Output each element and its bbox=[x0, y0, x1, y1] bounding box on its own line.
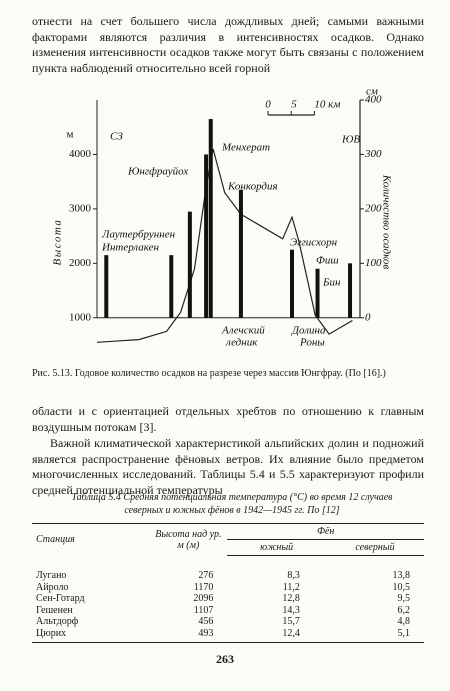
annotation: ледник bbox=[225, 337, 258, 349]
scale-label: 5 bbox=[291, 99, 297, 111]
header-row: южный северный bbox=[32, 539, 424, 556]
table-row: Альтдорф 456 15,7 4,8 bbox=[32, 616, 424, 628]
header-cell: северный bbox=[325, 539, 424, 556]
table-cell: 5,1 bbox=[325, 627, 424, 643]
annotation: СЗ bbox=[110, 131, 123, 143]
paragraph: отнести на счет большего числа дождливых… bbox=[32, 14, 424, 75]
y-tick-label: 2000 bbox=[69, 257, 92, 269]
annotation: ЮВ bbox=[341, 134, 360, 146]
table-body: Лугано 276 8,3 13,8 Айроло 1170 11,2 10,5 Сен-Го… bbox=[32, 556, 424, 643]
annotation: Роны bbox=[299, 337, 325, 349]
table-row: Гешенен 1107 14,3 6,2 bbox=[32, 605, 424, 617]
y-tick-label: 3000 bbox=[69, 202, 92, 214]
paragraph: Важной климатической характеристикой аль… bbox=[32, 436, 424, 497]
table-cell: 8,3 bbox=[287, 570, 300, 581]
y-tick-label: 4000 bbox=[69, 148, 92, 160]
data-table: Станция Высота над ур. м (м) Фён южный с… bbox=[32, 523, 424, 643]
table-cell: 10,5 bbox=[392, 581, 411, 593]
precipitation-bar bbox=[104, 255, 109, 318]
table-cell: Цюрих bbox=[32, 627, 150, 643]
precipitation-bar bbox=[348, 263, 353, 318]
y-tick-label: 1000 bbox=[69, 311, 92, 323]
y2-tick-label: 0 bbox=[365, 311, 371, 323]
table-cell: 6,2 bbox=[397, 604, 411, 616]
table-cell: 456 bbox=[198, 616, 214, 627]
elevation-profile bbox=[96, 148, 353, 343]
header-cell: Станция bbox=[32, 523, 150, 556]
precipitation-bar bbox=[204, 154, 209, 318]
scale-label: 0 bbox=[265, 99, 271, 111]
annotation: Фиш bbox=[316, 255, 339, 267]
annotation: Лаутербруннен bbox=[101, 229, 176, 241]
annotation: Менхерат bbox=[221, 142, 270, 154]
precipitation-bar bbox=[238, 189, 243, 318]
y2-unit: см bbox=[366, 86, 378, 98]
table-cell: Айроло bbox=[36, 581, 69, 593]
precipitation-bar bbox=[187, 211, 192, 318]
table-cell: 12,8 bbox=[282, 593, 300, 604]
table-row: Айроло 1170 11,2 10,5 bbox=[32, 582, 424, 594]
annotation: Эггисхорн bbox=[290, 237, 338, 249]
table-cell: Сен-Готард bbox=[36, 593, 85, 604]
table-row: Цюрих 493 12,4 5,1 bbox=[32, 627, 424, 643]
annotation: Алечский bbox=[221, 325, 265, 337]
y2-tick-label: 200 bbox=[365, 202, 382, 214]
y2-axis-title: Количество осадков bbox=[380, 174, 392, 269]
table-cell: 1107 bbox=[193, 604, 214, 616]
y2-tick-label: 300 bbox=[364, 148, 382, 160]
paragraph: области и с ориентацией отдельных хребто… bbox=[32, 404, 424, 434]
y2-tick-label: 400 bbox=[365, 94, 382, 106]
annotation: Бин bbox=[322, 277, 341, 289]
table-cell: 493 bbox=[149, 627, 228, 643]
header-row: Станция Высота над ур. м (м) Фён bbox=[32, 523, 424, 556]
y-unit: м bbox=[67, 129, 74, 141]
table-cell: Альтдорф bbox=[36, 616, 79, 627]
table-row: Сен-Готард 2096 12,8 9,5 bbox=[32, 593, 424, 605]
table-cell: Лугано bbox=[36, 569, 67, 581]
table-cell: 11,2 bbox=[282, 581, 300, 593]
precipitation-bar bbox=[208, 119, 213, 318]
table-cell: 9,5 bbox=[397, 593, 411, 604]
table-cell: 14,3 bbox=[282, 604, 300, 616]
table-head: Станция Высота над ур. м (м) Фён южный с… bbox=[32, 523, 424, 556]
header-cell: южный bbox=[227, 539, 326, 556]
annotation: Долина bbox=[291, 325, 326, 337]
header-cell: Высота над ур. м (м) bbox=[149, 523, 228, 556]
table-cell: 13,8 bbox=[392, 570, 411, 581]
precipitation-bar bbox=[169, 255, 174, 318]
annotation: Конкордия bbox=[227, 181, 278, 193]
table-caption: Таблица 5.4 Средняя потенциальная темпер… bbox=[71, 492, 393, 516]
table-cell: 276 bbox=[198, 569, 214, 581]
scale-label: 10 км bbox=[314, 99, 340, 111]
table-cell: 2096 bbox=[193, 593, 214, 604]
page-number: 263 bbox=[216, 652, 234, 666]
annotation: Юнгфрауйох bbox=[127, 166, 188, 178]
y-axis-title: Высота bbox=[52, 219, 64, 266]
table-cell: 1170 bbox=[193, 581, 214, 593]
precipitation-bar bbox=[290, 249, 294, 318]
table-cell: 4,8 bbox=[397, 616, 411, 627]
table-cell: Гешенен bbox=[36, 604, 73, 616]
figure-caption: Рис. 5.13. Годовое количество осадков на… bbox=[32, 368, 386, 379]
precipitation-bar bbox=[315, 268, 320, 318]
table-cell: 12,4 bbox=[227, 627, 326, 643]
table-row: Лугано 276 8,3 13,8 bbox=[32, 556, 424, 582]
y2-tick-label: 100 bbox=[365, 257, 382, 269]
header-cell: Фён bbox=[227, 523, 424, 540]
table-cell: 15,7 bbox=[282, 616, 300, 627]
annotation: Интерлакен bbox=[101, 242, 159, 254]
